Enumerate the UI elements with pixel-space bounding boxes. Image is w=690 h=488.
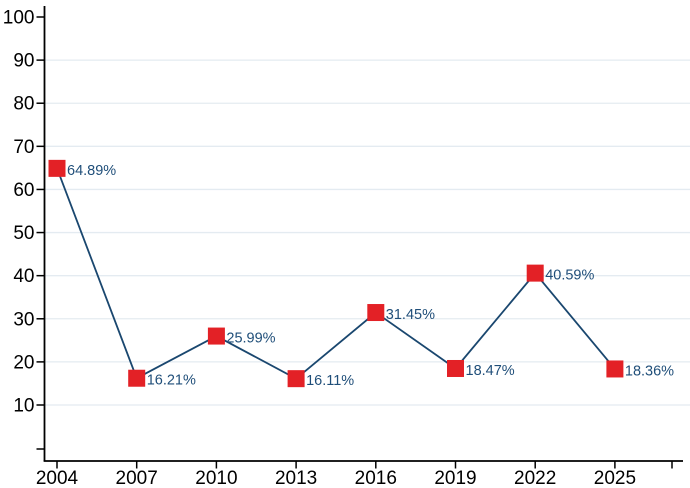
y-tick-label: 80 [13, 94, 34, 115]
data-point-marker [526, 264, 544, 282]
x-tick-label: 2013 [275, 468, 317, 488]
data-point-label: 40.59% [545, 268, 594, 284]
y-tick-label: 60 [13, 180, 34, 201]
x-tick-label: 2007 [116, 468, 158, 488]
data-point-label: 18.47% [466, 363, 515, 379]
data-point-marker [287, 370, 305, 388]
data-point-label: 31.45% [386, 307, 435, 323]
y-tick-label: 20 [13, 352, 34, 373]
series-line [56, 168, 616, 380]
y-tick-label: 40 [13, 266, 34, 287]
y-tick-label: 70 [13, 137, 34, 158]
data-point-label: 16.11% [306, 373, 354, 389]
data-point-label: 16.21% [147, 373, 196, 389]
data-point-label: 64.89% [67, 163, 116, 179]
x-tick-label: 2019 [434, 468, 476, 488]
x-tick-label: 2004 [36, 468, 79, 488]
data-point-label: 25.99% [226, 331, 275, 347]
y-tick-label: 100 [3, 8, 35, 29]
y-tick-label: 90 [13, 51, 34, 72]
x-tick-label: 2010 [195, 468, 237, 488]
y-tick-label: 10 [13, 396, 34, 417]
x-tick-label: 2025 [594, 468, 636, 488]
x-tick-label: 2016 [355, 468, 397, 488]
x-tick-label: 2022 [514, 468, 556, 488]
data-point-marker [128, 369, 146, 387]
data-point-marker [48, 159, 66, 177]
data-point-marker [606, 360, 624, 378]
data-point-label: 18.36% [625, 363, 674, 379]
data-point-marker [207, 327, 225, 345]
data-point-marker [367, 304, 385, 322]
data-point-marker [447, 359, 464, 377]
y-tick-label: 30 [13, 309, 34, 330]
y-tick-label: 50 [13, 223, 34, 244]
